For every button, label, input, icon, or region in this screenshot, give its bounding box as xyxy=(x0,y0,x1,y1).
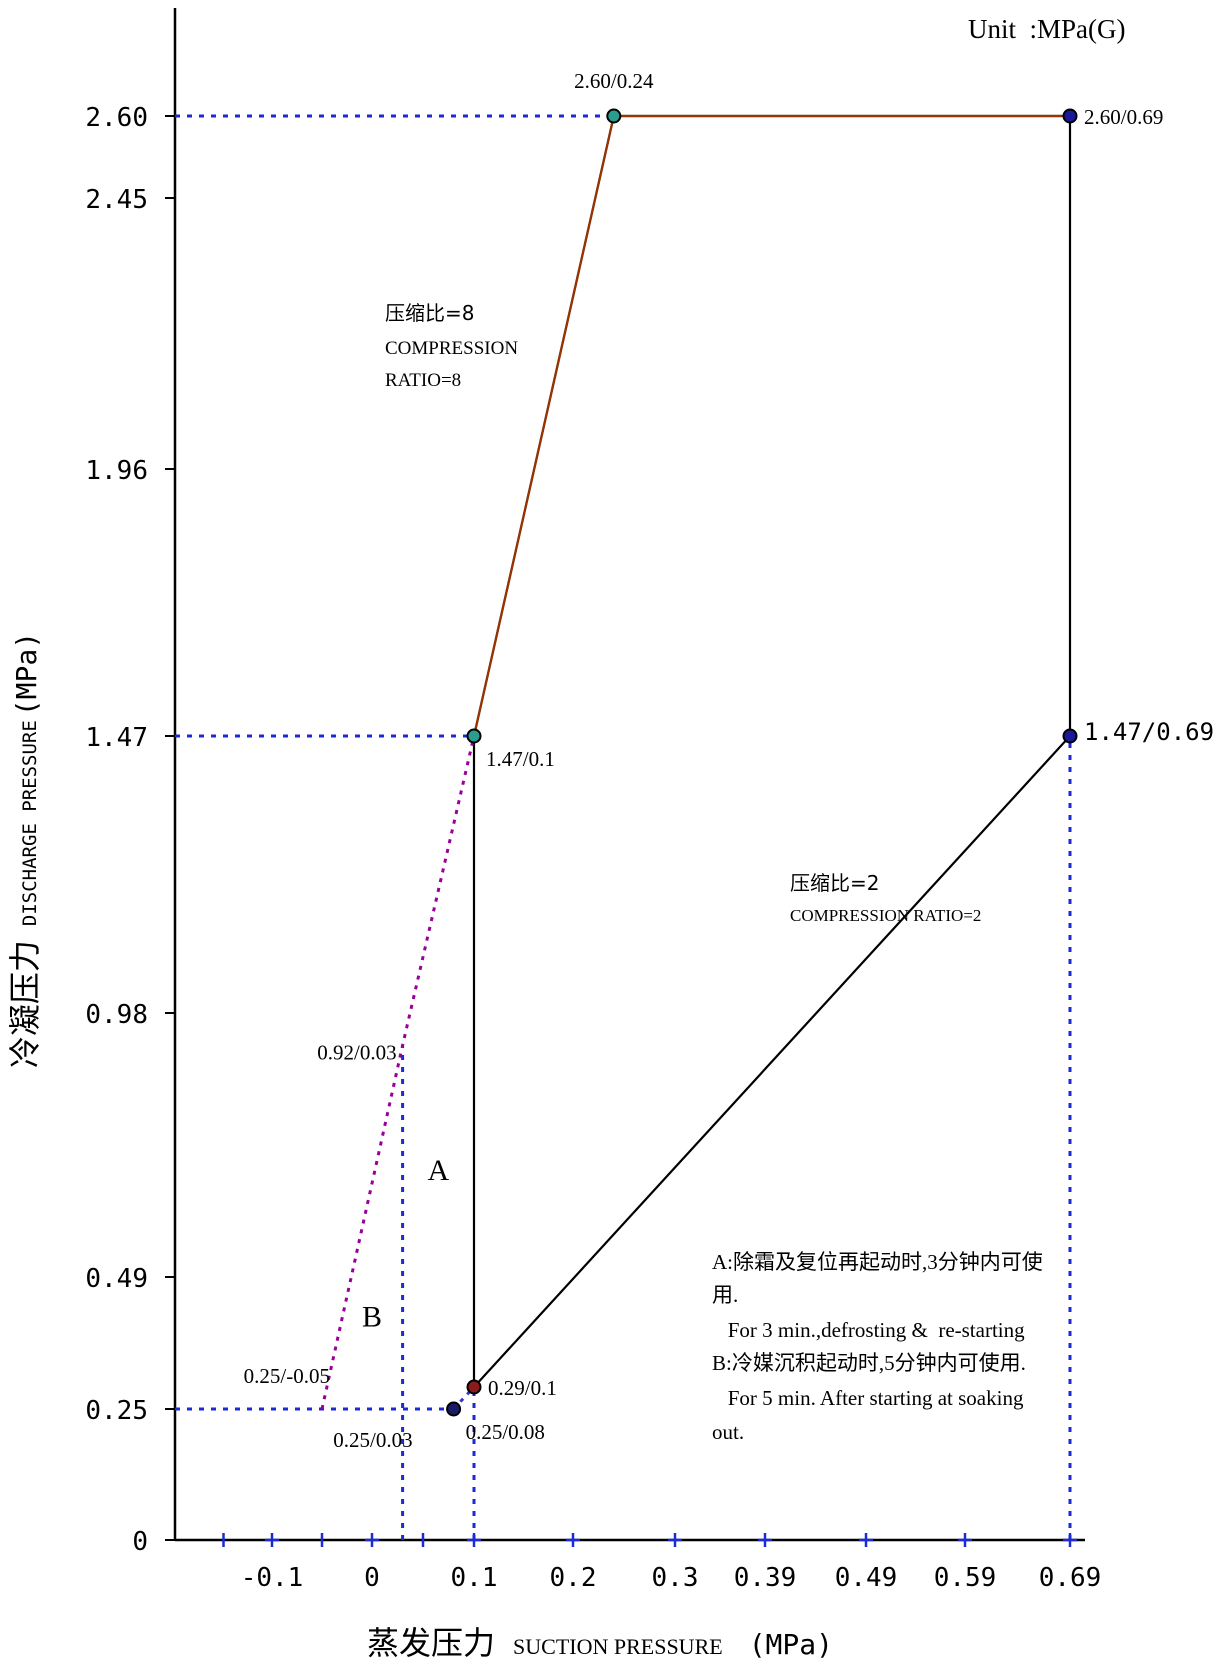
region-label: A xyxy=(427,1154,449,1187)
annotation-label: 0.25/0.03 xyxy=(333,1428,412,1452)
x-tick-label: 0.69 xyxy=(1039,1563,1102,1593)
plot-layer: -0.1 0 0.1 0.2 0.3 0.39 0.49 0.59 0.69 0 0.25 0.49 0… xyxy=(85,69,1214,1593)
x-tick-label: 0.39 xyxy=(734,1563,797,1593)
y-tick-label: 0 xyxy=(132,1527,148,1557)
ratio-label-8-en1: COMPRESSION xyxy=(385,338,518,359)
note-line: A:除霜及复位再起动时,3分钟内可使 xyxy=(712,1250,1043,1274)
y-axis-title: 冷凝压力 DISCHARGE PRESSURE (MPa) xyxy=(6,632,44,1068)
region-label: B xyxy=(362,1301,382,1334)
note-line: out. xyxy=(712,1420,744,1444)
x-axis-title: 蒸发压力 SUCTION PRESSURE (MPa) xyxy=(367,1624,833,1662)
data-point-label: 0.25/0.08 xyxy=(466,1420,545,1444)
y-tick-label: 1.47 xyxy=(85,723,148,753)
x-tick-label: 0.2 xyxy=(550,1563,597,1593)
x-tick-label: 0.1 xyxy=(451,1563,498,1593)
y-tick-label: 0.49 xyxy=(85,1264,148,1294)
note-line: For 3 min.,defrosting & re-starting xyxy=(712,1318,1025,1342)
note-line: For 5 min. After starting at soaking xyxy=(712,1386,1024,1410)
boundary-line xyxy=(472,114,1072,1388)
note-line: 用. xyxy=(712,1283,738,1307)
x-tick-label: 0.59 xyxy=(934,1563,997,1593)
annotation-label: 0.25/-0.05 xyxy=(244,1364,330,1388)
x-tick-label: 0 xyxy=(364,1563,380,1593)
data-point-label: 2.60/0.24 xyxy=(574,69,654,93)
x-tick-label: 0.3 xyxy=(652,1563,699,1593)
unit-label: Unit :MPa(G) xyxy=(968,14,1126,44)
y-axis-title-en: DISCHARGE PRESSURE xyxy=(19,720,41,926)
ratio-label-2-cn: 压缩比=2 xyxy=(790,871,879,895)
annotation-label: 0.92/0.03 xyxy=(317,1040,396,1064)
data-point-label: 1.47/0.1 xyxy=(486,747,555,771)
data-point xyxy=(466,1379,482,1395)
x-axis-title-en: SUCTION PRESSURE xyxy=(513,1634,723,1659)
ratio-label-8-en2: RATIO=8 xyxy=(385,370,461,391)
data-point xyxy=(446,1401,462,1417)
y-tick-label: 0.98 xyxy=(85,1000,148,1030)
y-tick-label: 2.45 xyxy=(85,185,148,215)
data-point-label: 1.47/0.69 xyxy=(1084,718,1214,746)
note-line: B:冷媒沉积起动时,5分钟内可使用. xyxy=(712,1351,1026,1375)
x-axis-title-unit: (MPa) xyxy=(749,1628,833,1661)
y-tick-label: 2.60 xyxy=(85,103,148,133)
notes-block: A:除霜及复位再起动时,3分钟内可使 用. For 3 min.,defrost… xyxy=(712,1250,1048,1444)
data-point-label: 2.60/0.69 xyxy=(1084,105,1163,129)
y-axis-title-cn: 冷凝压力 xyxy=(6,940,44,1068)
data-point xyxy=(1062,108,1078,124)
y-tick-label: 1.96 xyxy=(85,456,148,486)
ratio-label-8-cn: 压缩比=8 xyxy=(385,301,474,325)
data-point xyxy=(466,728,482,744)
data-point xyxy=(606,108,622,124)
y-tick-label: 0.25 xyxy=(85,1396,148,1426)
data-point-label: 0.29/0.1 xyxy=(488,1376,557,1400)
ratio-label-2: 压缩比=2 COMPRESSION RATIO=2 xyxy=(790,871,981,925)
ratio-label-2-en: COMPRESSION RATIO=2 xyxy=(790,906,981,925)
data-point xyxy=(1062,728,1078,744)
y-axis-title-unit: (MPa) xyxy=(10,632,43,716)
x-axis-title-cn: 蒸发压力 xyxy=(367,1624,495,1662)
ratio-label-8: 压缩比=8 COMPRESSION RATIO=8 xyxy=(385,301,522,391)
x-tick-label: -0.1 xyxy=(241,1563,304,1593)
compression-ratio-8-line xyxy=(472,114,1070,737)
x-tick-label: 0.49 xyxy=(835,1563,898,1593)
region-b-boundary-line xyxy=(320,735,476,1410)
